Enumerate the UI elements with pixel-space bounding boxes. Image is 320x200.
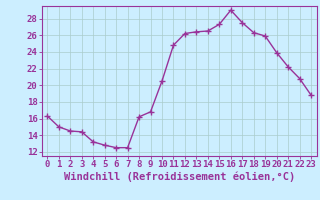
X-axis label: Windchill (Refroidissement éolien,°C): Windchill (Refroidissement éolien,°C) [64, 172, 295, 182]
